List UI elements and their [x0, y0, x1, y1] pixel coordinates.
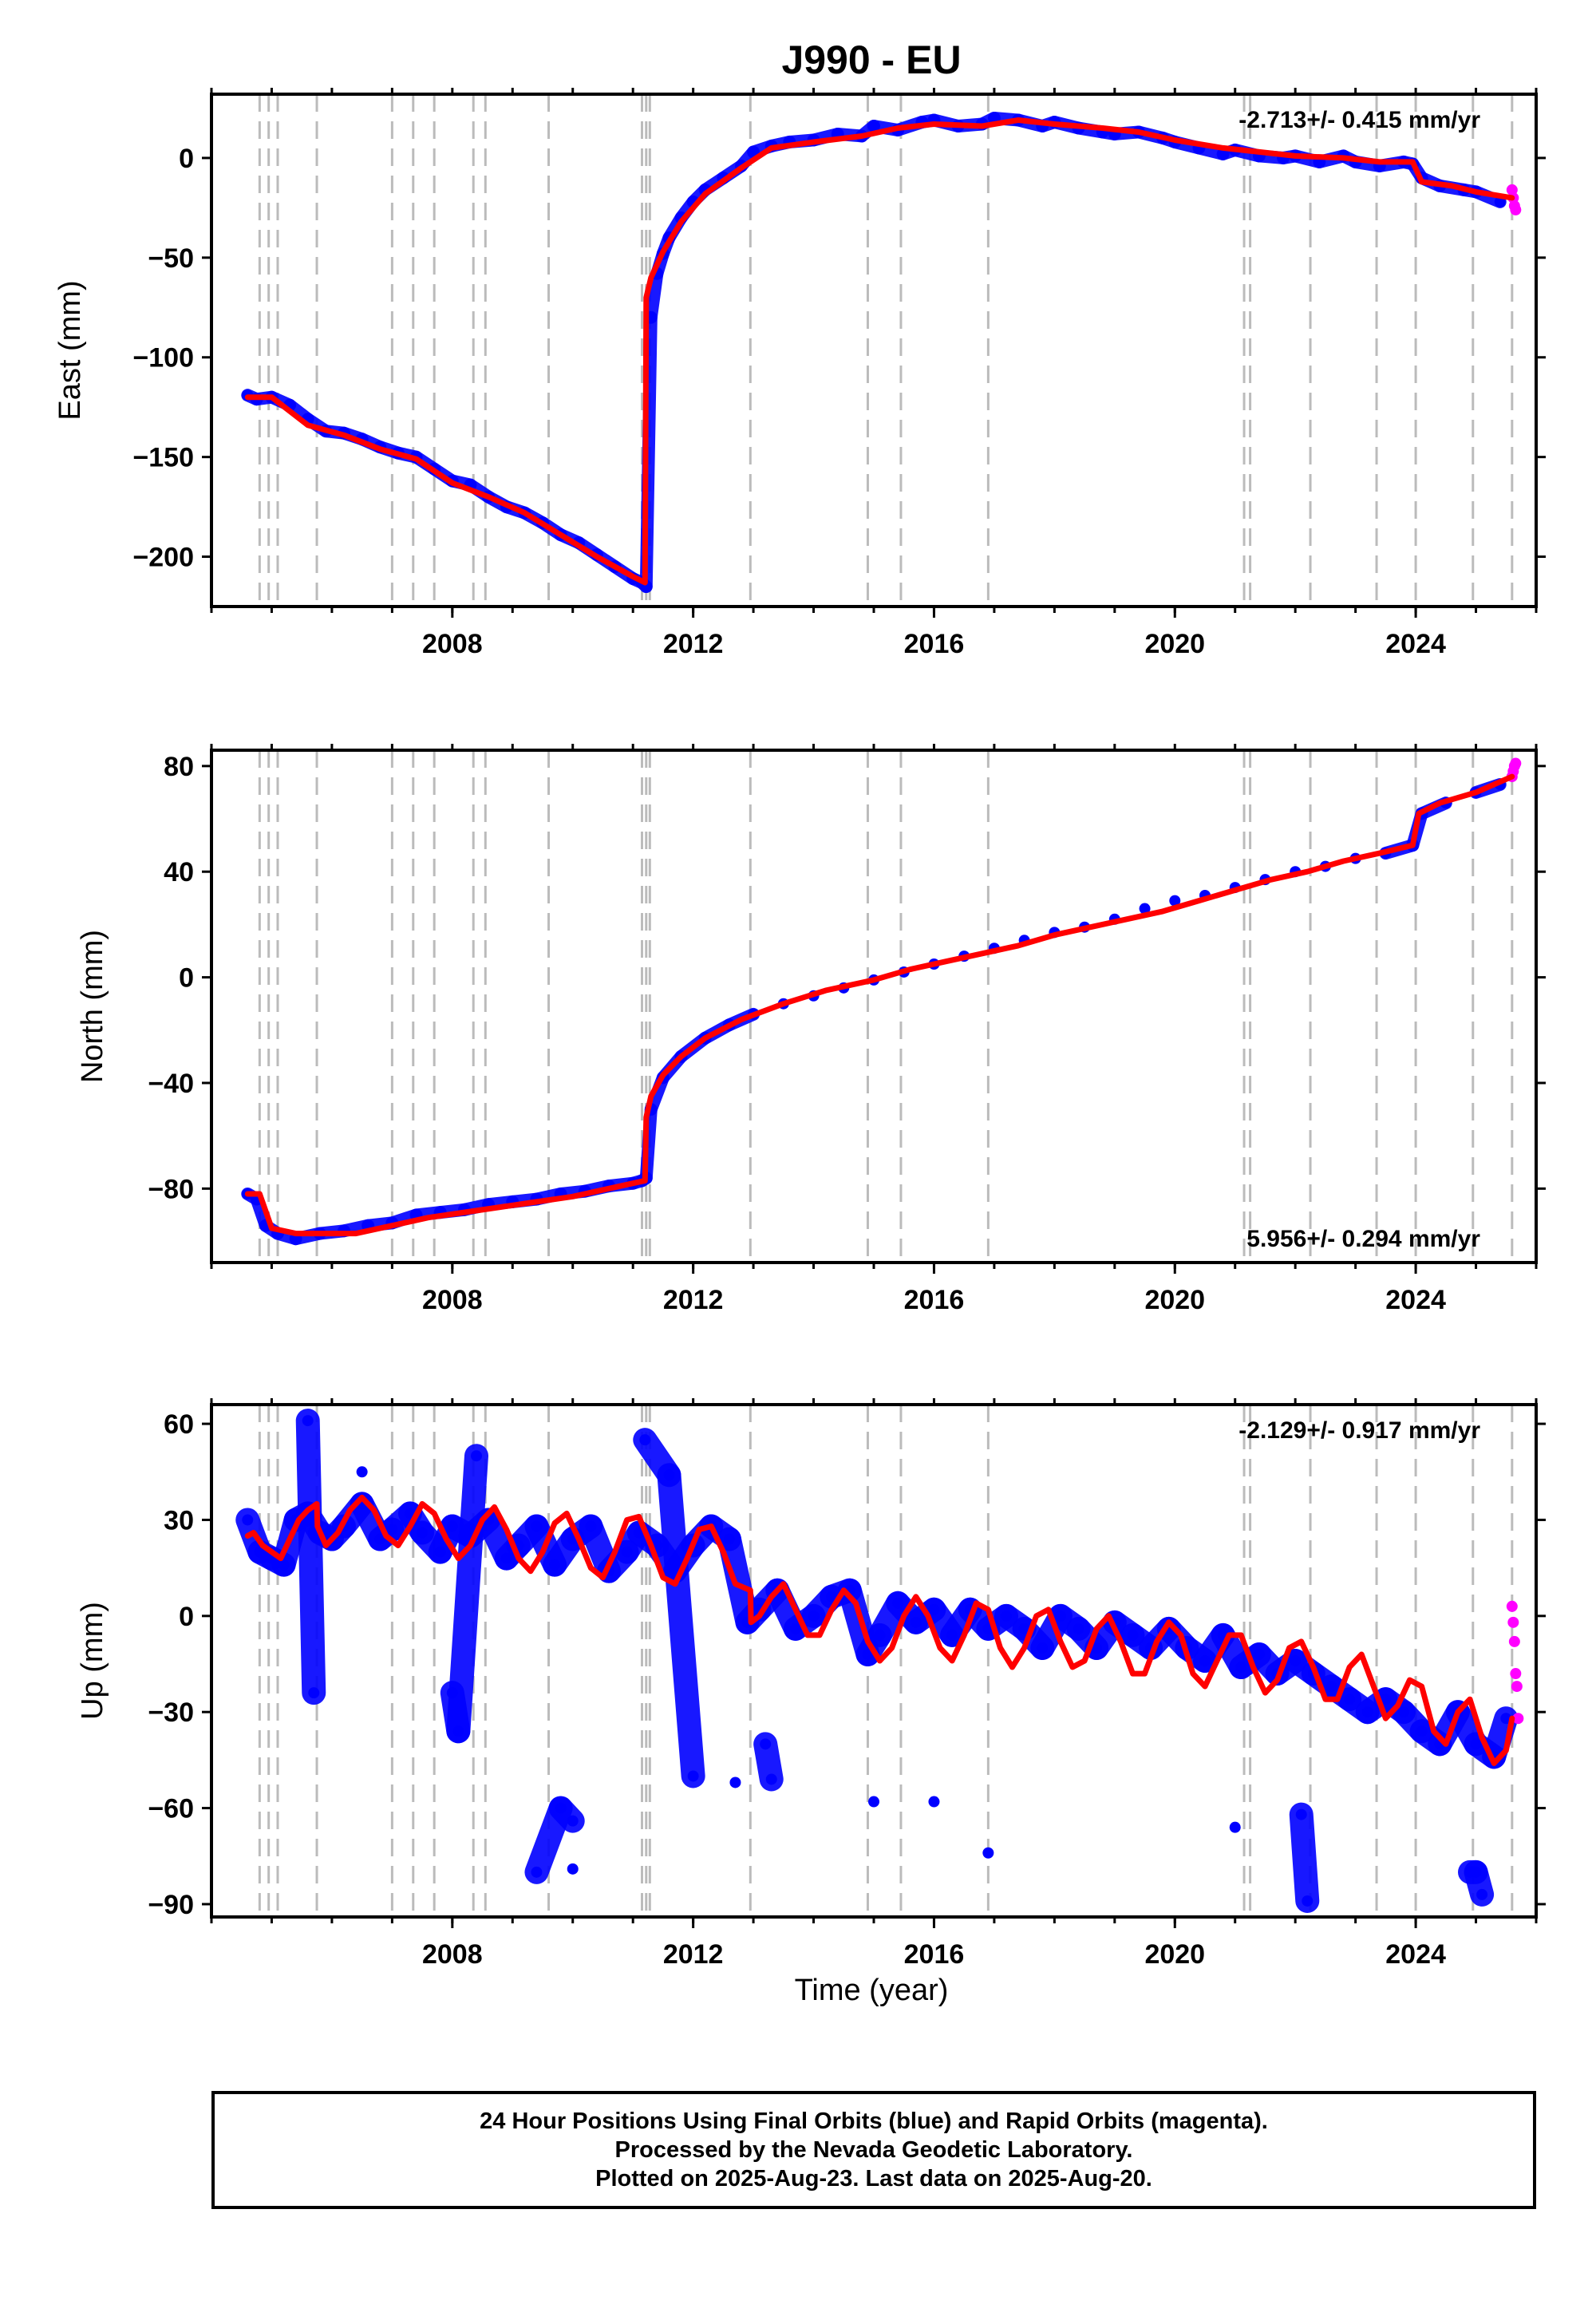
- east-rate-label: -2.713+/- 0.415 mm/yr: [1238, 107, 1480, 133]
- figure-title: J990 - EU: [781, 38, 961, 82]
- up-final-orbits-band: [295, 1409, 326, 1705]
- up-final-orbits-band: [446, 1444, 488, 1744]
- up-x-tick-label: 2020: [1144, 1939, 1205, 1970]
- north-panel: −80 −40 0 40 80 2008 2012 2016 2020 2024 North (mm…: [76, 744, 1546, 1315]
- footer-line-1: 24 Hour Positions Using Final Orbits (bl…: [480, 2109, 1268, 2134]
- east-y-tick-label: −200: [132, 543, 194, 573]
- east-plot-area: [241, 94, 1522, 607]
- north-y-tick-label: −40: [148, 1069, 194, 1099]
- north-x-tick-label: 2020: [1144, 1285, 1205, 1315]
- up-y-tick-label: −90: [148, 1890, 194, 1920]
- up-rate-label: -2.129+/- 0.917 mm/yr: [1238, 1417, 1480, 1444]
- up-final-orbits-point: [928, 1796, 940, 1808]
- north-y-tick-label: −80: [148, 1174, 194, 1204]
- up-rapid-orbits-point: [1510, 1668, 1522, 1680]
- north-y-tick-label: 40: [164, 857, 194, 887]
- up-final-orbits-point: [729, 1777, 741, 1788]
- north-final-orbits-point: [1139, 903, 1151, 915]
- north-frame: [210, 749, 1538, 1264]
- north-plot-area: [241, 750, 1522, 1263]
- up-final-orbits-point: [567, 1863, 579, 1875]
- east-y-tick-label: 0: [179, 144, 194, 174]
- up-x-tick-label: 2012: [663, 1939, 724, 1970]
- north-y-tick-label: 80: [164, 752, 194, 782]
- north-model-line: [244, 773, 1515, 1237]
- footer-box: 24 Hour Positions Using Final Orbits (bl…: [211, 2091, 1536, 2209]
- x-axis-label: Time (year): [795, 1974, 949, 2007]
- footer-line-3: Plotted on 2025-Aug-23. Last data on 202…: [595, 2166, 1152, 2192]
- east-final-orbits-band: [644, 267, 664, 324]
- up-rapid-orbits-point: [1511, 1681, 1523, 1693]
- up-final-orbits-band: [1482, 1706, 1519, 1769]
- east-y-tick-label: −50: [148, 243, 194, 274]
- up-final-orbits-band: [548, 1796, 585, 1833]
- east-x-tick-label: 2016: [904, 629, 965, 659]
- up-plot-area: [235, 1405, 1524, 1917]
- north-x-tick-label: 2008: [422, 1285, 483, 1315]
- north-y-tick-label: 0: [179, 963, 194, 994]
- east-frame: [210, 93, 1538, 608]
- up-y-tick-label: −30: [148, 1697, 194, 1728]
- north-rapid-orbits-point: [1510, 757, 1522, 769]
- north-y-axis-label: North (mm): [76, 930, 109, 1083]
- up-y-axis-label: Up (mm): [76, 1602, 109, 1720]
- east-y-tick-label: −100: [132, 343, 194, 373]
- east-x-tick-label: 2012: [663, 629, 724, 659]
- up-y-tick-label: 0: [179, 1602, 194, 1632]
- footer-line-2: Processed by the Nevada Geodetic Laborat…: [614, 2137, 1133, 2163]
- up-final-orbits-point: [982, 1847, 994, 1859]
- up-model-line: [244, 1494, 1515, 1766]
- up-rapid-orbits-point: [1512, 1713, 1524, 1725]
- up-x-tick-label: 2016: [904, 1939, 965, 1970]
- up-y-tick-label: 60: [164, 1409, 194, 1440]
- up-x-tick-label: 2024: [1385, 1939, 1446, 1970]
- east-panel: −200 −150 −100 −50 0 2008 2012 2016 2020 2024 East…: [53, 88, 1546, 659]
- north-x-tick-label: 2012: [663, 1285, 724, 1315]
- north-rate-label: 5.956+/- 0.294 mm/yr: [1246, 1226, 1480, 1252]
- north-x-tick-label: 2016: [904, 1285, 965, 1315]
- east-y-tick-label: −150: [132, 443, 194, 473]
- up-final-orbits-band: [657, 1463, 705, 1788]
- up-final-orbits-point: [1229, 1821, 1241, 1833]
- up-rapid-orbits-point: [1508, 1635, 1520, 1647]
- east-rapid-orbits-point: [1510, 204, 1522, 215]
- up-rapid-orbits-point: [1507, 1616, 1519, 1628]
- up-x-tick-label: 2008: [422, 1939, 483, 1970]
- up-final-orbits-band: [753, 1732, 784, 1792]
- up-y-tick-label: −60: [148, 1794, 194, 1824]
- east-x-tick-label: 2008: [422, 629, 483, 659]
- up-final-orbits-point: [868, 1796, 879, 1808]
- up-final-orbits-band: [1464, 1860, 1495, 1907]
- east-x-tick-label: 2020: [1144, 629, 1205, 659]
- north-final-orbits-point: [1169, 895, 1181, 907]
- east-x-tick-label: 2024: [1385, 629, 1446, 659]
- up-y-tick-label: 30: [164, 1505, 194, 1535]
- up-final-orbits-point: [356, 1466, 368, 1478]
- up-panel: −90 −60 −30 0 30 60 2008 2012 2016 2020 2024 Up (mm…: [76, 1398, 1546, 1970]
- east-y-axis-label: East (mm): [53, 280, 87, 420]
- up-final-orbits-band: [1289, 1802, 1320, 1913]
- up-rapid-orbits-point: [1506, 1600, 1518, 1612]
- north-x-tick-label: 2024: [1385, 1285, 1446, 1315]
- east-model-line: [244, 117, 1515, 586]
